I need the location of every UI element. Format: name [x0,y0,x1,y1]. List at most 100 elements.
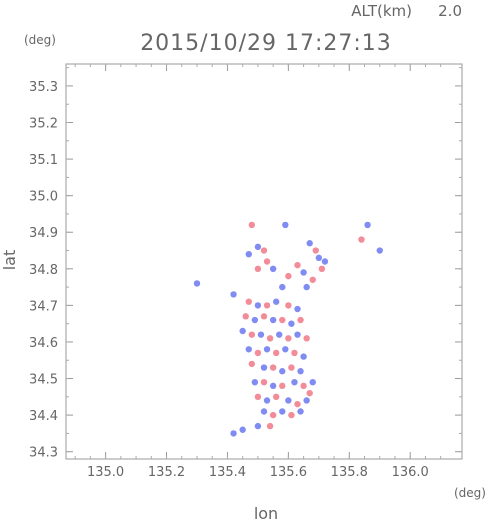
scatter-point [306,240,313,247]
scatter-point [254,349,262,357]
chart-title: 2015/10/29 17:27:13 [140,31,392,56]
x-tick-label: 135.4 [209,465,246,480]
scatter-point [297,368,304,375]
y-tick-label: 35.2 [29,117,58,132]
scatter-point [312,247,319,254]
scatter-point [279,316,286,324]
scatter-point [318,265,326,273]
scatter-point [263,346,271,353]
x-tick-label: 135.0 [87,465,124,480]
scatter-point [272,393,280,401]
scatter-point [239,426,246,433]
alt-label: ALT(km) [351,2,412,20]
scatter-point [248,331,256,338]
scatter-point [263,258,271,265]
scatter-point [276,331,283,338]
scatter-point [315,254,323,262]
x-axis-title: lon [254,504,278,521]
y-tick-label: 34.4 [29,409,58,424]
scatter-point [254,393,262,401]
axis-ticks: 135.0 135.2 135.4 135.6 135.8 136.0 34.3 34.4 34… [29,64,462,480]
y-tick-label: 34.8 [29,263,58,278]
scatter-point [279,283,286,291]
scatter-point [230,291,237,298]
scatter-point [248,360,256,368]
scatter-point [254,265,262,273]
x-tick-label: 136.0 [392,465,429,480]
scatter-point [285,302,292,309]
scatter-point [245,250,252,258]
scatter-point [269,265,277,273]
scatter-point [260,408,268,415]
x-tick-label: 135.6 [270,465,307,480]
scatter-point [272,298,280,305]
scatter-point [376,247,383,254]
scatter-point [279,408,286,415]
y-tick-label: 35.0 [29,190,58,205]
scatter-point [294,331,301,338]
scatter-point [364,221,371,229]
scatter-point [309,378,316,386]
scatter-point [251,378,259,386]
scatter-point [291,349,298,357]
x-tick-label: 135.8 [331,465,368,480]
scatter-point [193,280,201,287]
y-tick-label: 34.5 [29,373,58,388]
scatter-point [309,276,316,283]
scatter-point [269,364,277,371]
scatter-point [263,302,271,309]
scatter-point [306,389,313,397]
scatter-point [242,313,249,320]
scatter-point [358,236,365,243]
scatter-point [230,430,237,437]
scatter-point [297,316,304,324]
scatter-point [245,298,252,305]
scatter-point [285,272,292,280]
scatter-point [272,349,280,357]
scatter-point [257,331,265,338]
scatter-point [254,422,262,430]
scatter-point [248,221,256,229]
scatter-point [254,302,262,309]
scatter-point [260,247,268,254]
scatter-point [260,313,268,320]
scatter-point [269,316,277,324]
scatter-point [300,353,307,360]
x-tick-label: 135.2 [148,465,185,480]
scatter-point [297,408,304,415]
scatter-point [288,411,295,419]
scatter-point [260,378,268,386]
y-tick-label: 35.3 [29,80,58,95]
scatter-point [263,397,271,404]
scatter-point [269,382,277,390]
scatter-point [266,422,274,430]
scatter-point [291,378,298,386]
scatter-point [279,368,286,375]
alt-value: 2.0 [438,2,462,20]
scatter-point [303,283,310,291]
scatter-point [285,335,292,342]
scatter-point [294,305,301,313]
scatter-point [282,221,289,229]
scatter-point [245,346,252,353]
plot-frame [65,63,463,460]
scatter-point [254,243,262,251]
y-axis-title: lat [0,250,19,271]
scatter-point [269,411,277,419]
y-tick-label: 34.6 [29,336,58,351]
scatter-point [294,261,301,269]
scatter-point [279,382,286,390]
scatter-point [300,269,307,276]
y-unit: (deg) [24,33,56,47]
scatter-point [251,316,259,324]
scatter-point [260,364,268,371]
y-tick-label: 34.3 [29,446,58,461]
scatter-point [288,364,295,371]
scatter-points [193,221,383,437]
y-tick-label: 34.7 [29,299,58,314]
scatter-point [266,335,274,342]
scatter-point [321,258,329,265]
scatter-point [285,397,292,404]
